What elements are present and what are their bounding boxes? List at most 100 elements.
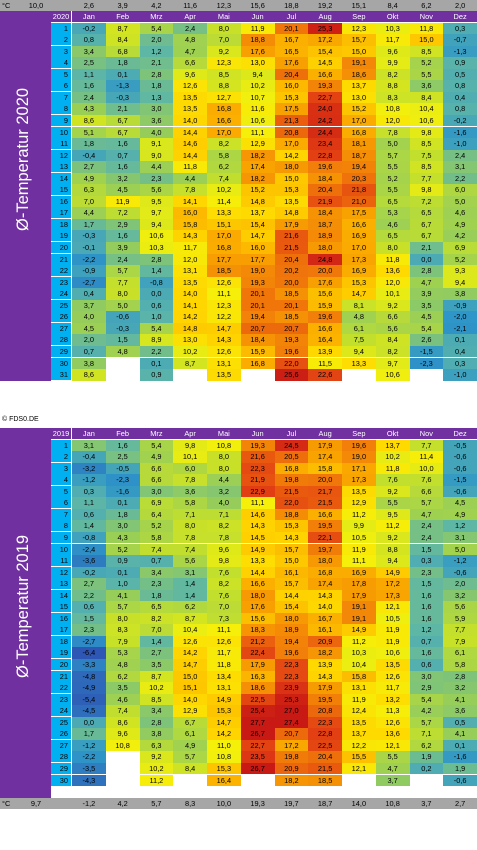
temperature-cell: 5,1 xyxy=(72,126,106,139)
temperature-cell: 9,3 xyxy=(443,265,477,277)
temperature-cell: 15,0 xyxy=(173,670,207,683)
temperature-cell: 4,5 xyxy=(443,497,477,509)
temperature-cell: 4,8 xyxy=(105,659,140,671)
month-header: Dez xyxy=(443,428,477,439)
temperature-cell: 12,7 xyxy=(207,91,241,104)
temperature-cell: 6,3 xyxy=(139,739,174,752)
day-number: 15 xyxy=(51,601,71,613)
temperature-cell: 11,8 xyxy=(375,462,410,475)
temperature-cell: -3,2 xyxy=(72,462,106,475)
temperature-cell: 8,6 xyxy=(72,114,106,127)
day-number: 28 xyxy=(51,751,71,763)
temperature-cell: -1,6 xyxy=(443,751,477,763)
temperature-cell: 9,0 xyxy=(139,149,174,162)
temperature-cell: 11,7 xyxy=(207,647,241,659)
temperature-cell: 22,5 xyxy=(240,693,275,706)
temperature-cell: 17,9 xyxy=(240,659,275,671)
temperature-cell: 0,9 xyxy=(105,555,140,567)
temperature-cell: 1,6 xyxy=(105,161,140,173)
temperature-cell: 5,4 xyxy=(409,693,444,706)
day-number: 24 xyxy=(51,705,71,717)
temperature-cell: 0,7 xyxy=(139,555,174,567)
temperature-cell: 2,8 xyxy=(139,253,174,266)
temperature-cell: 1,9 xyxy=(409,751,444,763)
temperature-cell: 9,7 xyxy=(139,207,174,219)
temperature-cell: -0,6 xyxy=(105,311,140,323)
temperature-cell: 5,3 xyxy=(105,647,140,659)
temperature-cell: 10,6 xyxy=(139,230,174,242)
day-number: 27 xyxy=(51,322,71,334)
temperature-cell: 2,4 xyxy=(443,149,477,162)
monthly-mean-value: 15,6 xyxy=(250,1,265,10)
temperature-cell: 10,6 xyxy=(240,114,275,127)
temperature-cell: 9,8 xyxy=(409,184,444,196)
temperature-cell: 2,4 xyxy=(409,520,444,532)
temperature-cell: 22,8 xyxy=(308,728,342,740)
temperature-cell: 21,3 xyxy=(274,114,309,127)
temperature-cell: 17,2 xyxy=(375,578,410,590)
day-number: 2 xyxy=(51,34,71,46)
temperature-cell: 10,1 xyxy=(173,451,207,463)
monthly-mean-value: 8,4 xyxy=(387,1,398,10)
temperature-cell: 9,2 xyxy=(139,751,174,763)
temperature-cell: -0,1 xyxy=(72,242,106,254)
day-number: 23 xyxy=(51,276,71,288)
temperature-cell: 2,4 xyxy=(409,531,444,544)
temperature-cell: 8,0 xyxy=(207,451,241,463)
temperature-cell: 10,7 xyxy=(240,91,275,104)
temperature-cell: -1,0 xyxy=(443,138,477,150)
temperature-cell: 5,0 xyxy=(443,543,477,556)
temperature-cell: 17,3 xyxy=(375,589,410,602)
temperature-cell: -2,2 xyxy=(72,751,106,763)
temperature-cell: 6,6 xyxy=(375,311,410,323)
temperature-cell: 14,5 xyxy=(308,57,342,69)
temperature-cell: 23,4 xyxy=(308,138,342,150)
temperature-cell: 14,7 xyxy=(173,659,207,671)
temperature-cell: 4,5 xyxy=(105,184,140,196)
temperature-cell: 2,2 xyxy=(72,589,106,602)
temperature-cell: 6,7 xyxy=(105,114,140,127)
temperature-cell: 10,2 xyxy=(139,762,174,775)
temperature-cell: 1,4 xyxy=(139,265,174,277)
monthly-mean-value: -1,2 xyxy=(82,798,96,808)
monthly-means-bar xyxy=(0,0,477,11)
temperature-cell: -2,2 xyxy=(72,253,106,266)
temperature-cell: -4,3 xyxy=(72,774,106,787)
temperature-cell: 3,0 xyxy=(409,670,444,683)
temperature-cell: 14,3 xyxy=(240,520,275,532)
temperature-cell: 5,9 xyxy=(443,612,477,625)
temperature-cell: -0,6 xyxy=(443,566,477,579)
temperature-cell: 10,5 xyxy=(342,531,376,544)
temperature-cell: 19,3 xyxy=(240,439,275,452)
temperature-cell: 4,5 xyxy=(72,322,106,335)
temperature-cell xyxy=(105,369,140,381)
temperature-cell: 21,5 xyxy=(308,497,342,509)
temperature-cell: 24,0 xyxy=(308,103,342,115)
temperature-cell: 7,0 xyxy=(72,195,106,208)
temperature-cell: 12,9 xyxy=(342,497,376,509)
day-number: 13 xyxy=(51,578,71,590)
temperature-cell: 3,5 xyxy=(139,659,174,671)
temperature-cell: 5,4 xyxy=(409,322,444,335)
temperature-cell: -3,6 xyxy=(72,555,106,567)
temperature-cell: 14,8 xyxy=(240,195,275,208)
monthly-mean-value: 12,3 xyxy=(216,1,232,10)
temperature-cell: 2,3 xyxy=(409,566,444,579)
temperature-cell: 19,4 xyxy=(274,635,309,648)
temperature-cell: 20,0 xyxy=(308,474,342,486)
day-number: 9 xyxy=(51,114,71,126)
temperature-cell: 16,6 xyxy=(207,114,241,127)
temperature-cell: 27,4 xyxy=(274,716,309,729)
month-header: Okt xyxy=(375,428,410,439)
temperature-cell: 5,6 xyxy=(139,184,174,196)
day-number: 14 xyxy=(51,172,71,184)
day-number: 5 xyxy=(51,485,71,497)
temperature-cell: -1,2 xyxy=(72,474,106,486)
temperature-cell: 18,1 xyxy=(342,138,376,150)
temperature-cell: 8,6 xyxy=(105,716,140,729)
temperature-cell: 20,0 xyxy=(308,265,342,277)
temperature-cell: 14,3 xyxy=(173,230,207,242)
temperature-cell: 2,2 xyxy=(443,172,477,185)
temperature-cell: 20,5 xyxy=(274,451,309,463)
day-number: 30 xyxy=(51,774,71,786)
